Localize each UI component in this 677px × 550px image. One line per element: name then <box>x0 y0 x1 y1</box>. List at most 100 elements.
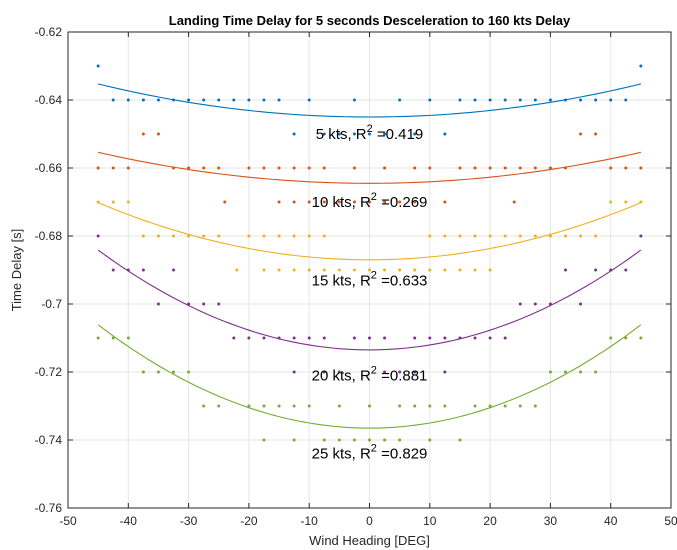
data-point <box>368 404 371 408</box>
y-tick-label: -0.66 <box>35 161 63 175</box>
data-point <box>141 98 145 102</box>
data-point <box>548 370 552 374</box>
fit-curve-2 <box>97 202 642 261</box>
data-point <box>488 234 492 238</box>
axis-ticks: -50 -40 -30 -20 -10 0 10 20 30 40 50 -0.62 -0.64 -0.6… <box>35 25 677 528</box>
data-point <box>428 98 432 102</box>
data-point <box>156 302 160 306</box>
data-point <box>202 404 206 408</box>
x-tick-label: 20 <box>483 514 497 528</box>
data-point <box>428 404 432 408</box>
y-tick-label: -0.64 <box>35 93 63 107</box>
data-point <box>111 200 115 204</box>
data-point <box>443 234 447 238</box>
data-point <box>594 132 598 136</box>
data-point <box>322 438 326 442</box>
data-point <box>277 268 281 272</box>
data-point <box>202 302 206 306</box>
data-point <box>594 234 598 238</box>
data-point <box>609 200 613 204</box>
data-point <box>187 166 191 170</box>
data-point <box>609 268 613 272</box>
data-point <box>609 166 613 170</box>
data-point <box>579 132 583 136</box>
data-point <box>262 336 266 340</box>
data-point <box>609 336 613 340</box>
data-point <box>292 404 296 408</box>
data-point <box>307 200 311 204</box>
data-point <box>639 64 643 68</box>
data-point <box>292 200 296 204</box>
data-point <box>473 336 477 340</box>
y-tick-label: -0.7 <box>41 297 62 311</box>
data-point <box>503 234 507 238</box>
data-point <box>96 64 100 68</box>
data-point <box>443 200 447 204</box>
chart-title: Landing Time Delay for 5 seconds Descele… <box>169 13 571 28</box>
data-point <box>337 438 341 442</box>
fit-annotation-3: 20 kts, R2 =0.881 <box>312 365 428 385</box>
data-point <box>428 166 432 170</box>
data-point <box>96 234 100 238</box>
data-point <box>322 234 326 238</box>
x-tick-label: 40 <box>604 514 618 528</box>
data-point <box>96 336 100 340</box>
data-point <box>172 234 176 238</box>
data-point <box>277 200 281 204</box>
data-point <box>96 200 100 204</box>
data-point <box>307 404 311 408</box>
data-point <box>247 336 251 340</box>
data-point <box>443 132 447 136</box>
data-point <box>563 98 567 102</box>
data-point <box>277 336 281 340</box>
data-point <box>413 370 417 374</box>
data-point <box>307 268 311 272</box>
data-point <box>398 438 402 442</box>
data-point <box>624 166 628 170</box>
data-point <box>322 336 326 340</box>
fit-annotation-4: 25 kts, R2 =0.829 <box>312 443 428 463</box>
data-point <box>141 132 145 136</box>
data-point <box>383 166 387 170</box>
data-point <box>458 98 462 102</box>
data-point <box>383 268 387 272</box>
data-point <box>156 98 160 102</box>
data-point <box>503 98 507 102</box>
fit-curve-3 <box>97 249 642 351</box>
x-tick-label: 10 <box>423 514 437 528</box>
data-point <box>428 268 432 272</box>
data-point <box>624 200 628 204</box>
data-point <box>352 438 356 442</box>
y-axis-label: Time Delay [s] <box>9 229 24 312</box>
series-1: 10 kts, R2 =0.269 <box>96 132 643 211</box>
data-point <box>624 268 628 272</box>
x-tick-label: -40 <box>120 514 138 528</box>
fit-curve-4 <box>97 324 642 429</box>
data-point <box>111 268 115 272</box>
data-point <box>398 370 402 374</box>
data-point <box>594 370 598 374</box>
data-point <box>443 370 447 374</box>
data-point <box>518 98 522 102</box>
data-point <box>624 336 628 340</box>
data-point <box>337 370 341 374</box>
data-point <box>307 336 311 340</box>
data-point <box>518 166 522 170</box>
data-point <box>202 166 206 170</box>
data-point <box>141 234 145 238</box>
data-point <box>322 200 326 204</box>
x-tick-label: -50 <box>59 514 77 528</box>
x-tick-label: -20 <box>240 514 258 528</box>
data-point <box>533 166 537 170</box>
data-point <box>111 98 115 102</box>
data-point <box>533 98 537 102</box>
data-point <box>337 200 341 204</box>
data-point <box>428 438 432 442</box>
data-point <box>473 98 477 102</box>
data-point <box>322 132 326 136</box>
data-point <box>232 336 236 340</box>
data-point <box>413 132 417 136</box>
data-point <box>307 234 311 238</box>
